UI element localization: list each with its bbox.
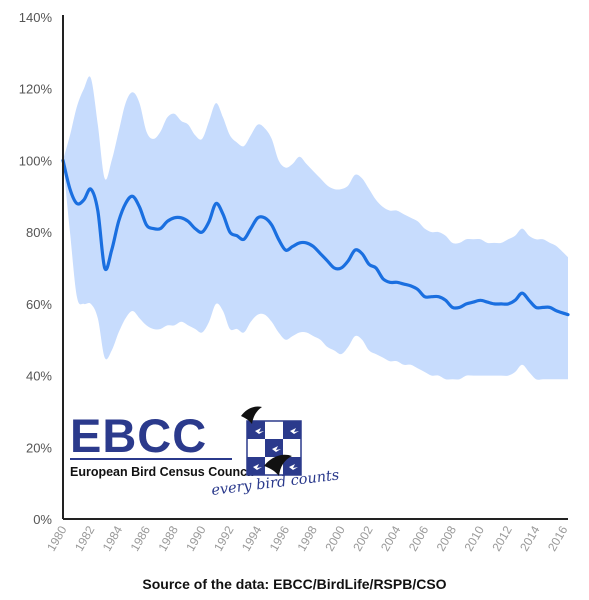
x-tick-label: 2000 [322,523,348,553]
confidence-band-layer [63,76,568,380]
y-tick-label: 80% [26,225,52,240]
x-tick-label: 1998 [295,523,321,553]
small-bird-icon [272,446,281,452]
logo-subtitle: European Bird Census Council [70,465,254,479]
logo-title: EBCC [70,409,207,462]
y-tick-label: 40% [26,369,52,384]
x-tick-label: 2004 [378,523,404,553]
x-tick-label: 2012 [489,523,515,553]
axes [62,15,568,520]
small-bird-icon [255,428,264,434]
y-tick-label: 120% [19,82,53,97]
x-tick-label: 1992 [211,523,237,553]
y-tick-label: 140% [19,10,53,25]
x-tick-label: 1982 [72,523,98,553]
x-tick-label: 2014 [517,523,543,553]
x-tick-label: 2010 [461,523,487,553]
y-axis-ticks: 0% 20% 40% 60% 80% 100% 120% 140% [19,10,53,527]
x-tick-label: 1990 [183,523,209,553]
x-tick-label: 1986 [128,523,154,553]
y-tick-label: 100% [19,153,53,168]
x-axis-ticks: 1980 1982 1984 1986 1988 1990 1992 1994 1996 1998… [44,523,570,553]
x-tick-label: 1988 [155,523,181,553]
y-tick-label: 20% [26,440,52,455]
ebcc-logo: EBCC European Bird Census Council every … [70,406,340,499]
small-bird-icon [253,464,262,470]
small-bird-icon [289,464,298,470]
x-tick-label: 1980 [44,523,70,553]
x-tick-label: 2016 [545,523,571,553]
flying-bird-icon [264,454,292,476]
x-tick-label: 2006 [406,523,432,553]
y-tick-label: 60% [26,297,52,312]
small-bird-icon [290,428,299,434]
y-tick-label: 0% [33,512,52,527]
x-tick-label: 1996 [267,523,293,553]
flying-bird-icon [241,406,262,424]
logo-grid-cell [247,421,265,439]
logo-bird-grid [241,406,302,476]
confidence-band [63,76,568,380]
trend-line [61,158,570,317]
x-tick-label: 1984 [100,523,126,553]
x-tick-label: 2008 [434,523,460,553]
x-tick-label: 1994 [239,523,265,553]
source-caption: Source of the data: EBCC/BirdLife/RSPB/C… [142,576,447,592]
x-tick-label: 2002 [350,523,376,553]
trend-line-layer [61,158,570,317]
